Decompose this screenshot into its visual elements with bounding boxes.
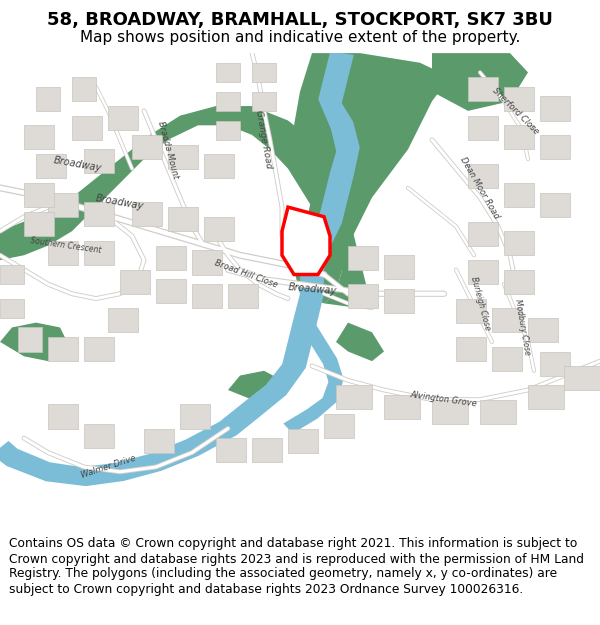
Polygon shape <box>504 231 534 255</box>
Text: Alvington Grove: Alvington Grove <box>410 391 478 409</box>
Polygon shape <box>36 87 60 111</box>
Polygon shape <box>84 337 114 361</box>
Polygon shape <box>48 241 78 265</box>
Text: Walmer Drive: Walmer Drive <box>79 454 137 480</box>
Polygon shape <box>492 308 522 332</box>
Polygon shape <box>282 207 330 274</box>
Polygon shape <box>468 164 498 188</box>
Polygon shape <box>0 265 24 284</box>
Polygon shape <box>228 284 258 308</box>
Polygon shape <box>468 116 498 140</box>
Polygon shape <box>0 322 72 361</box>
Polygon shape <box>528 318 558 342</box>
Polygon shape <box>72 116 102 140</box>
Polygon shape <box>252 62 276 82</box>
Polygon shape <box>564 366 600 390</box>
Polygon shape <box>180 404 210 429</box>
Polygon shape <box>144 429 174 452</box>
Polygon shape <box>456 337 486 361</box>
Polygon shape <box>168 207 198 231</box>
Text: Sherford Close: Sherford Close <box>491 86 541 136</box>
Polygon shape <box>216 438 246 462</box>
Polygon shape <box>348 246 378 270</box>
Polygon shape <box>228 371 282 399</box>
Polygon shape <box>216 92 240 111</box>
Text: Broad Hill Close: Broad Hill Close <box>213 259 279 290</box>
Polygon shape <box>540 192 570 217</box>
Polygon shape <box>156 246 186 270</box>
Polygon shape <box>432 399 468 424</box>
Polygon shape <box>0 51 360 486</box>
Polygon shape <box>192 251 222 274</box>
Text: Bradda Mount: Bradda Mount <box>156 120 180 179</box>
Polygon shape <box>24 125 54 149</box>
Polygon shape <box>480 399 516 424</box>
Text: Grange Road: Grange Road <box>254 110 274 169</box>
Polygon shape <box>348 284 378 308</box>
Text: Map shows position and indicative extent of the property.: Map shows position and indicative extent… <box>80 30 520 45</box>
Polygon shape <box>24 183 54 207</box>
Polygon shape <box>336 385 372 409</box>
Polygon shape <box>283 320 344 434</box>
Polygon shape <box>156 279 186 303</box>
Polygon shape <box>468 77 498 101</box>
Text: 58, BROADWAY, BRAMHALL, STOCKPORT, SK7 3BU: 58, BROADWAY, BRAMHALL, STOCKPORT, SK7 3… <box>47 11 553 29</box>
Polygon shape <box>84 202 114 226</box>
Polygon shape <box>504 87 534 111</box>
Polygon shape <box>504 270 534 294</box>
Polygon shape <box>108 308 138 332</box>
Polygon shape <box>168 144 198 169</box>
Text: Broadway: Broadway <box>287 282 337 296</box>
Polygon shape <box>504 183 534 207</box>
Polygon shape <box>540 351 570 376</box>
Polygon shape <box>216 121 240 140</box>
Polygon shape <box>384 395 420 419</box>
Text: Burleigh Close: Burleigh Close <box>469 276 491 331</box>
Polygon shape <box>84 149 114 173</box>
Polygon shape <box>528 385 564 409</box>
Polygon shape <box>294 53 450 303</box>
Polygon shape <box>0 106 366 308</box>
Text: Broadway: Broadway <box>95 193 145 211</box>
Polygon shape <box>384 255 414 279</box>
Polygon shape <box>48 404 78 429</box>
Polygon shape <box>84 241 114 265</box>
Polygon shape <box>192 284 222 308</box>
Polygon shape <box>252 92 276 111</box>
Polygon shape <box>492 347 522 371</box>
Polygon shape <box>72 77 96 101</box>
Polygon shape <box>84 424 114 448</box>
Polygon shape <box>132 202 162 226</box>
Text: Broadway: Broadway <box>53 154 103 173</box>
Text: Southern Crescent: Southern Crescent <box>30 236 102 255</box>
Polygon shape <box>48 192 78 217</box>
Polygon shape <box>540 135 570 159</box>
Text: Dean Moor Road: Dean Moor Road <box>458 156 502 221</box>
Polygon shape <box>48 337 78 361</box>
Polygon shape <box>132 135 162 159</box>
Polygon shape <box>336 322 384 361</box>
Polygon shape <box>324 414 354 438</box>
Polygon shape <box>36 154 66 178</box>
Polygon shape <box>216 62 240 82</box>
Polygon shape <box>0 299 24 318</box>
Polygon shape <box>384 289 414 313</box>
Polygon shape <box>204 154 234 178</box>
Text: Contains OS data © Crown copyright and database right 2021. This information is : Contains OS data © Crown copyright and d… <box>9 538 584 596</box>
Polygon shape <box>456 299 486 322</box>
Polygon shape <box>252 438 282 462</box>
Polygon shape <box>504 125 534 149</box>
Polygon shape <box>24 212 54 236</box>
Polygon shape <box>108 106 138 130</box>
Polygon shape <box>468 221 498 246</box>
Polygon shape <box>540 96 570 121</box>
Text: Modbury Close: Modbury Close <box>512 299 532 356</box>
Polygon shape <box>288 429 318 452</box>
Polygon shape <box>18 328 42 351</box>
Polygon shape <box>432 53 528 111</box>
Polygon shape <box>120 270 150 294</box>
Polygon shape <box>468 260 498 284</box>
Polygon shape <box>204 217 234 241</box>
